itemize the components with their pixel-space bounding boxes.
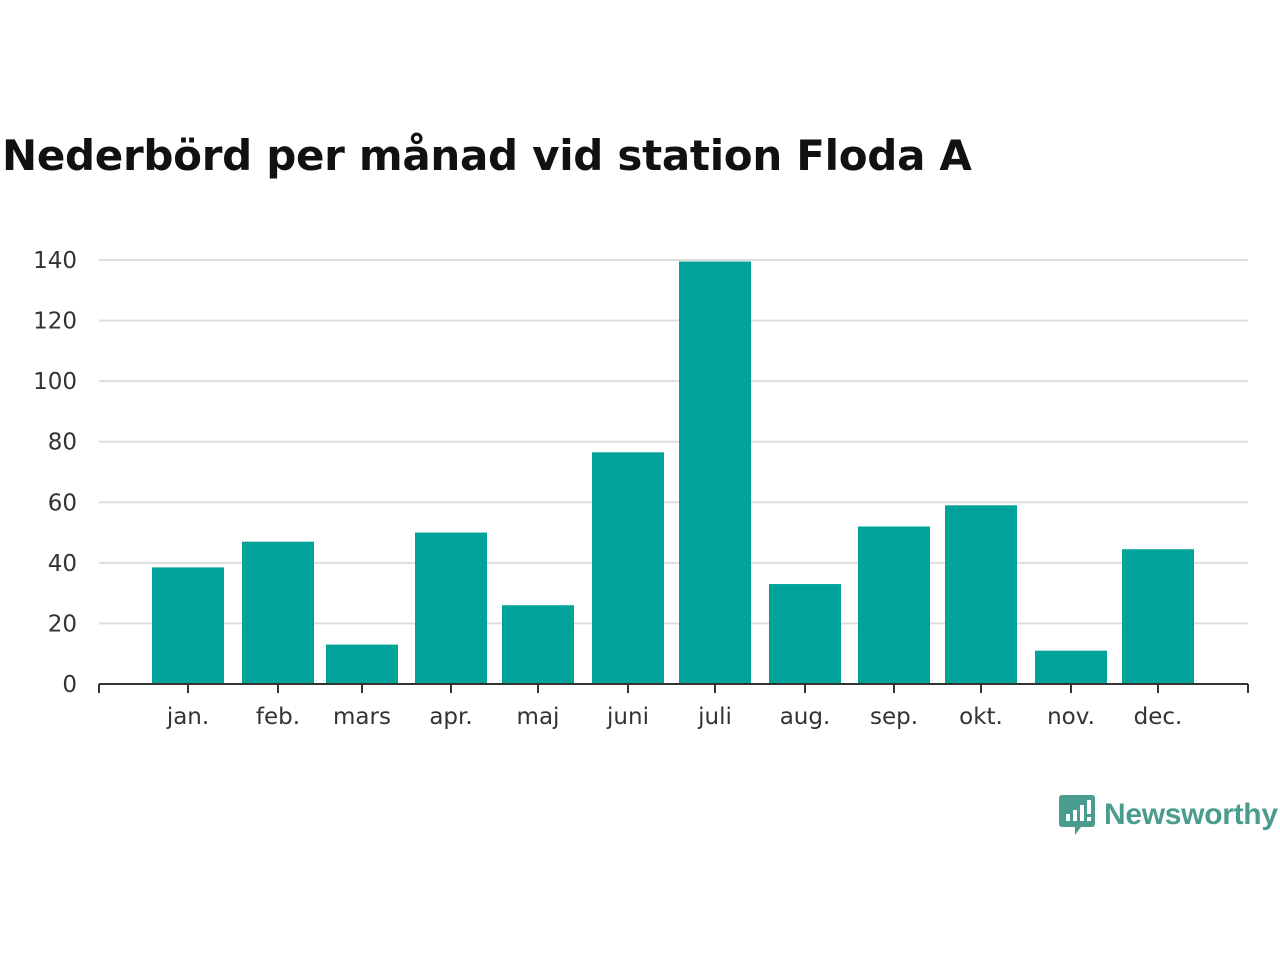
y-tick-label: 120: [33, 309, 77, 335]
bar-7: [679, 261, 751, 684]
x-tick-label: nov.: [1047, 704, 1095, 730]
y-tick-label: 40: [48, 551, 77, 577]
y-tick-label: 20: [48, 611, 77, 637]
bar-3: [326, 644, 398, 684]
x-tick-label: dec.: [1134, 704, 1183, 730]
bar-8: [769, 584, 841, 684]
x-tick-label: apr.: [429, 704, 472, 730]
chart-title: Nederbörd per månad vid station Floda A: [2, 131, 972, 180]
bar-10: [945, 505, 1017, 684]
y-tick-label: 60: [48, 490, 77, 516]
bar-4: [415, 532, 487, 684]
bar-6: [592, 452, 664, 684]
x-tick-label: juli: [697, 704, 732, 730]
x-tick-label: okt.: [959, 704, 1003, 730]
bar-2: [242, 541, 314, 684]
x-tick-label: juni: [606, 704, 649, 730]
brand-name: Newsworthy: [1104, 798, 1278, 831]
bars: [152, 261, 1194, 684]
newsworthy-logo-icon: [1059, 795, 1095, 835]
bar-5: [502, 605, 574, 684]
brand-logo: Newsworthy: [1058, 792, 1278, 838]
y-tick-label: 80: [48, 430, 77, 456]
bar-12: [1122, 549, 1194, 684]
x-tick-label: mars: [333, 704, 391, 730]
x-tick-labels: jan. feb. mars apr. maj juni juli aug. sep. okt. n…: [166, 704, 1183, 730]
x-tick-label: feb.: [256, 704, 300, 730]
x-tick-label: aug.: [780, 704, 831, 730]
x-axis: [98, 683, 1249, 693]
y-tick-label: 0: [62, 672, 77, 698]
y-tick-label: 100: [33, 369, 77, 395]
y-tick-label: 140: [33, 248, 77, 274]
bar-1: [152, 567, 224, 684]
bar-9: [858, 526, 930, 684]
x-tick-label: sep.: [870, 704, 918, 730]
y-tick-labels: 0 20 40 60 80 100 120 140: [33, 248, 77, 698]
bar-11: [1035, 650, 1107, 684]
x-tick-label: maj: [517, 704, 560, 730]
x-tick-label: jan.: [166, 704, 209, 730]
